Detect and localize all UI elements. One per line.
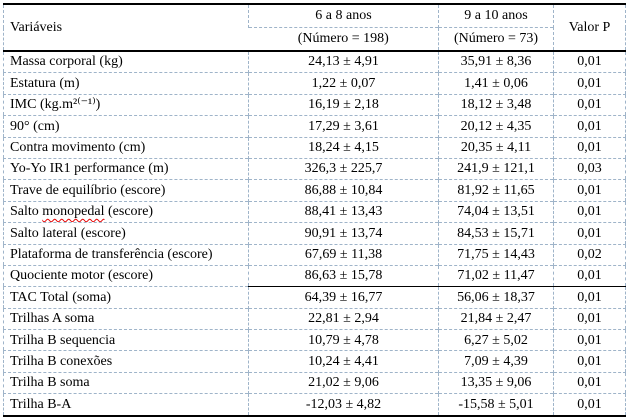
cell-value-6-8-anos: 21,02 ± 9,06 xyxy=(248,371,439,394)
table-row: Salto monopedal (escore) 88,41 ± 13,43 7… xyxy=(3,200,626,223)
cell-valor-p: 0,01 xyxy=(553,72,626,95)
cell-value-9-10-anos: 7,09 ± 4,39 xyxy=(438,350,554,373)
table-row: Salto lateral (escore) 90,91 ± 13,74 84,… xyxy=(3,222,626,245)
cell-variable-label: Trilha B-A xyxy=(3,393,249,417)
cell-value-9-10-anos: 6,27 ± 5,02 xyxy=(438,329,554,351)
cell-valor-p: 0,02 xyxy=(553,243,626,266)
cell-variable-label: 90° (cm) xyxy=(3,115,249,138)
cell-variable-label: Plataforma de transferência (escore) xyxy=(3,243,249,266)
cell-value-6-8-anos: 88,41 ± 13,43 xyxy=(248,200,439,223)
cell-valor-p: 0,01 xyxy=(553,115,626,138)
cell-value-6-8-anos: 24,13 ± 4,91 xyxy=(248,50,439,73)
cell-variable-label: Trave de equilíbrio (escore) xyxy=(3,179,249,202)
cell-value-9-10-anos: 13,35 ± 9,06 xyxy=(438,371,554,394)
cell-value-9-10-anos: 81,92 ± 11,65 xyxy=(438,179,554,202)
cell-value-6-8-anos: 22,81 ± 2,94 xyxy=(248,307,439,330)
header-valor-p: Valor P xyxy=(553,4,626,52)
cell-value-6-8-anos: 67,69 ± 11,38 xyxy=(248,243,439,266)
cell-value-9-10-anos: 71,02 ± 11,47 xyxy=(438,264,554,287)
cell-variable-label: Trilhas A soma xyxy=(3,307,249,330)
cell-value-9-10-anos: 74,04 ± 13,51 xyxy=(438,200,554,223)
cell-value-9-10-anos: 20,35 ± 4,11 xyxy=(438,136,554,159)
cell-valor-p: 0,01 xyxy=(553,93,626,116)
cell-valor-p: 0,01 xyxy=(553,371,626,394)
cell-value-6-8-anos: 86,88 ± 10,84 xyxy=(248,179,439,202)
header-numero-73: (Número = 73) xyxy=(438,27,554,52)
cell-value-6-8-anos: 326,3 ± 225,7 xyxy=(248,157,439,180)
cell-valor-p: 0,01 xyxy=(553,307,626,330)
cell-valor-p: 0,01 xyxy=(553,393,626,417)
cell-variable-label: Trilha B conexões xyxy=(3,350,249,373)
spellcheck-flagged-word: monopedal xyxy=(42,204,105,220)
cell-variable-label: Contra movimento (cm) xyxy=(3,136,249,159)
table-row: Trilha B-A -12,03 ± 4,82 -15,58 ± 5,01 0… xyxy=(3,393,626,417)
cell-valor-p: 0,01 xyxy=(553,264,626,287)
cell-variable-label: Estatura (m) xyxy=(3,72,249,95)
table-header: Variáveis 6 a 8 anos 9 a 10 anos Valor P… xyxy=(3,4,626,52)
table-body: Massa corporal (kg) 24,13 ± 4,91 35,91 ±… xyxy=(3,50,626,417)
header-numero-198: (Número = 198) xyxy=(248,27,439,52)
cell-valor-p: 0,01 xyxy=(553,222,626,245)
cell-value-9-10-anos: 21,84 ± 2,47 xyxy=(438,307,554,330)
cell-variable-label: Quociente motor (escore) xyxy=(3,264,249,287)
cell-value-6-8-anos: 10,24 ± 4,41 xyxy=(248,350,439,373)
table-row: TAC Total (soma) 64,39 ± 16,77 56,06 ± 1… xyxy=(3,286,626,309)
cell-variable-label: Yo-Yo IR1 performance (m) xyxy=(3,157,249,180)
cell-variable-label: Trilha B sequencia xyxy=(3,329,249,351)
table-row: Yo-Yo IR1 performance (m) 326,3 ± 225,7 … xyxy=(3,157,626,180)
cell-value-6-8-anos: 86,63 ± 15,78 xyxy=(248,264,439,287)
table-row: Trilha B sequencia 10,79 ± 4,78 6,27 ± 5… xyxy=(3,329,626,351)
cell-value-6-8-anos: 17,29 ± 3,61 xyxy=(248,115,439,138)
cell-valor-p: 0,03 xyxy=(553,157,626,180)
cell-valor-p: 0,01 xyxy=(553,136,626,159)
cell-value-9-10-anos: 84,53 ± 15,71 xyxy=(438,222,554,245)
cell-valor-p: 0,01 xyxy=(553,286,626,309)
cell-value-9-10-anos: -15,58 ± 5,01 xyxy=(438,393,554,417)
table-row: Trilha B soma 21,02 ± 9,06 13,35 ± 9,06 … xyxy=(3,371,626,394)
cell-value-6-8-anos: 18,24 ± 4,15 xyxy=(248,136,439,159)
cell-valor-p: 0,01 xyxy=(553,179,626,202)
cell-variable-label: Salto lateral (escore) xyxy=(3,222,249,245)
table-row: Trilhas A soma 22,81 ± 2,94 21,84 ± 2,47… xyxy=(3,307,626,330)
table-row: Quociente motor (escore) 86,63 ± 15,78 7… xyxy=(3,264,626,287)
cell-value-6-8-anos: -12,03 ± 4,82 xyxy=(248,393,439,417)
header-group-6-8-anos: 6 a 8 anos xyxy=(248,4,439,28)
cell-valor-p: 0,01 xyxy=(553,350,626,373)
cell-valor-p: 0,01 xyxy=(553,329,626,351)
cell-value-9-10-anos: 35,91 ± 8,36 xyxy=(438,50,554,73)
table-row: Trilha B conexões 10,24 ± 4,41 7,09 ± 4,… xyxy=(3,350,626,373)
table-row: Plataforma de transferência (escore) 67,… xyxy=(3,243,626,266)
header-variaveis: Variáveis xyxy=(3,4,249,52)
cell-value-6-8-anos: 90,91 ± 13,74 xyxy=(248,222,439,245)
cell-value-6-8-anos: 64,39 ± 16,77 xyxy=(248,286,439,309)
table-row: Trave de equilíbrio (escore) 86,88 ± 10,… xyxy=(3,179,626,202)
table-row: 90° (cm) 17,29 ± 3,61 20,12 ± 4,35 0,01 xyxy=(3,115,626,138)
cell-value-9-10-anos: 18,12 ± 3,48 xyxy=(438,93,554,116)
cell-value-9-10-anos: 20,12 ± 4,35 xyxy=(438,115,554,138)
header-group-9-10-anos: 9 a 10 anos xyxy=(438,4,554,28)
cell-valor-p: 0,01 xyxy=(553,50,626,73)
cell-value-9-10-anos: 71,75 ± 14,43 xyxy=(438,243,554,266)
cell-value-6-8-anos: 10,79 ± 4,78 xyxy=(248,329,439,351)
cell-variable-label: Massa corporal (kg) xyxy=(3,50,249,73)
table-row: Contra movimento (cm) 18,24 ± 4,15 20,35… xyxy=(3,136,626,159)
results-table: Variáveis 6 a 8 anos 9 a 10 anos Valor P… xyxy=(3,3,626,417)
cell-variable-label: Trilha B soma xyxy=(3,371,249,394)
cell-value-6-8-anos: 16,19 ± 2,18 xyxy=(248,93,439,116)
cell-valor-p: 0,01 xyxy=(553,200,626,223)
cell-value-6-8-anos: 1,22 ± 0,07 xyxy=(248,72,439,95)
cell-value-9-10-anos: 241,9 ± 121,1 xyxy=(438,157,554,180)
table-row: IMC (kg.m²⁽⁻¹⁾) 16,19 ± 2,18 18,12 ± 3,4… xyxy=(3,93,626,116)
table-row: Estatura (m) 1,22 ± 0,07 1,41 ± 0,06 0,0… xyxy=(3,72,626,95)
cell-value-9-10-anos: 1,41 ± 0,06 xyxy=(438,72,554,95)
cell-variable-label: TAC Total (soma) xyxy=(3,286,249,309)
cell-value-9-10-anos: 56,06 ± 18,37 xyxy=(438,286,554,309)
cell-variable-label: Salto monopedal (escore) xyxy=(3,200,249,223)
table-row: Massa corporal (kg) 24,13 ± 4,91 35,91 ±… xyxy=(3,50,626,73)
cell-variable-label: IMC (kg.m²⁽⁻¹⁾) xyxy=(3,93,249,116)
